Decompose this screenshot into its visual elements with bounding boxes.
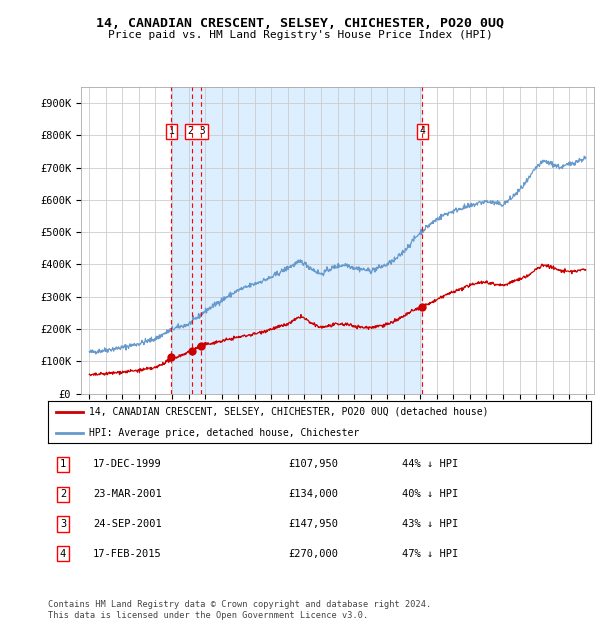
Text: 23-MAR-2001: 23-MAR-2001 — [93, 489, 162, 499]
Text: 4: 4 — [60, 549, 66, 559]
Text: 14, CANADIAN CRESCENT, SELSEY, CHICHESTER, PO20 0UQ (detached house): 14, CANADIAN CRESCENT, SELSEY, CHICHESTE… — [89, 407, 488, 417]
Text: 1: 1 — [60, 459, 66, 469]
Text: 17-DEC-1999: 17-DEC-1999 — [93, 459, 162, 469]
Text: 2 3: 2 3 — [188, 126, 205, 136]
Text: 24-SEP-2001: 24-SEP-2001 — [93, 519, 162, 529]
Text: Contains HM Land Registry data © Crown copyright and database right 2024.
This d: Contains HM Land Registry data © Crown c… — [48, 600, 431, 619]
Text: 1: 1 — [169, 126, 174, 136]
Text: £134,000: £134,000 — [288, 489, 338, 499]
Text: £107,950: £107,950 — [288, 459, 338, 469]
Text: 3: 3 — [60, 519, 66, 529]
Text: 17-FEB-2015: 17-FEB-2015 — [93, 549, 162, 559]
Text: Price paid vs. HM Land Registry's House Price Index (HPI): Price paid vs. HM Land Registry's House … — [107, 30, 493, 40]
Text: 40% ↓ HPI: 40% ↓ HPI — [402, 489, 458, 499]
Text: 4: 4 — [419, 126, 425, 136]
Text: £270,000: £270,000 — [288, 549, 338, 559]
Text: 43% ↓ HPI: 43% ↓ HPI — [402, 519, 458, 529]
Text: 47% ↓ HPI: 47% ↓ HPI — [402, 549, 458, 559]
Text: £147,950: £147,950 — [288, 519, 338, 529]
Text: 14, CANADIAN CRESCENT, SELSEY, CHICHESTER, PO20 0UQ: 14, CANADIAN CRESCENT, SELSEY, CHICHESTE… — [96, 17, 504, 30]
Text: 44% ↓ HPI: 44% ↓ HPI — [402, 459, 458, 469]
Text: HPI: Average price, detached house, Chichester: HPI: Average price, detached house, Chic… — [89, 428, 359, 438]
Text: 2: 2 — [60, 489, 66, 499]
Bar — [172, 87, 422, 394]
